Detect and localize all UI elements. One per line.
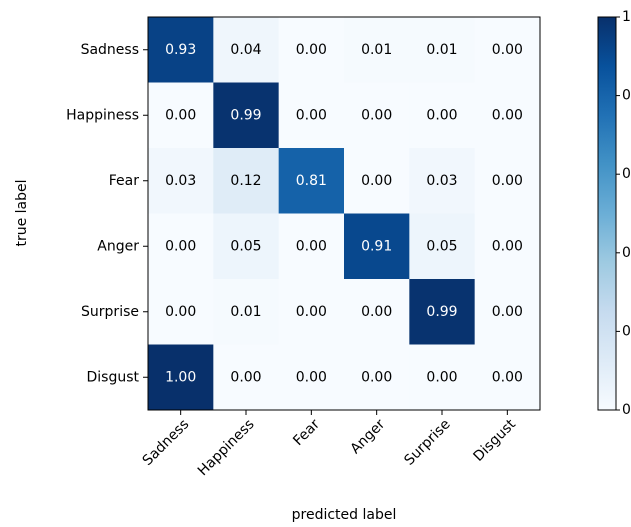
x-tick-label: Happiness — [195, 416, 258, 479]
cell-label: 0.03 — [165, 173, 196, 189]
cell — [148, 148, 214, 214]
cell-label: 0.00 — [165, 107, 196, 123]
cell-label: 0.00 — [426, 107, 457, 123]
cell — [213, 82, 280, 149]
cell-label: 0.05 — [426, 238, 457, 254]
cell-label: 0.00 — [230, 369, 261, 385]
cell — [213, 344, 280, 411]
cell-label: 0.00 — [296, 42, 327, 58]
x-axis-label: predicted label — [292, 507, 397, 523]
cell-label: 0.00 — [492, 304, 523, 320]
cell-label: 0.01 — [426, 42, 457, 58]
cell-label: 0.00 — [165, 238, 196, 254]
colorbar — [597, 16, 617, 411]
cell — [278, 344, 345, 411]
cell-label: 0.00 — [492, 369, 523, 385]
cell-label: 0.00 — [361, 369, 392, 385]
cell — [213, 279, 280, 345]
cell — [278, 279, 345, 345]
cell — [148, 213, 214, 280]
cell — [409, 82, 476, 149]
colorbar-tick-label: 0.8 — [622, 88, 631, 104]
cell-label: 0.01 — [230, 304, 261, 320]
y-tick-label: Fear — [109, 173, 139, 189]
cell-label: 0.00 — [492, 107, 523, 123]
cell — [344, 213, 410, 280]
cell-label: 0.04 — [230, 42, 261, 58]
cell-label: 0.03 — [426, 173, 457, 189]
colorbar-tick-label: 0.6 — [622, 166, 631, 182]
cell-label: 0.00 — [492, 173, 523, 189]
cell-label: 0.00 — [361, 107, 392, 123]
cell — [474, 148, 541, 214]
cell-label: 1.00 — [165, 369, 196, 385]
cell — [344, 344, 410, 411]
cell-label: 0.00 — [296, 304, 327, 320]
cell-label: 0.00 — [492, 42, 523, 58]
cell — [278, 148, 345, 214]
cell-label: 0.01 — [361, 42, 392, 58]
cell-label: 0.91 — [361, 238, 392, 254]
cell — [213, 148, 280, 214]
cell — [213, 213, 280, 280]
y-tick-label: Happiness — [66, 107, 139, 123]
y-tick-label: Disgust — [86, 369, 139, 385]
cell — [148, 279, 214, 345]
cell — [409, 17, 476, 83]
cell-label: 0.93 — [165, 42, 196, 58]
cell — [474, 213, 541, 280]
cell — [278, 17, 345, 83]
colorbar-tick-label: 0.0 — [622, 402, 631, 418]
cell-label: 0.99 — [230, 107, 261, 123]
colorbar-tick-label: 0.4 — [622, 245, 631, 261]
colorbar-tick-label: 1.0 — [622, 9, 631, 25]
cell — [344, 17, 410, 83]
cell — [409, 213, 476, 280]
cell-label: 0.99 — [426, 304, 457, 320]
cell — [213, 17, 280, 83]
cell-label: 0.00 — [296, 238, 327, 254]
x-tick-label: Fear — [290, 416, 323, 449]
cell — [148, 344, 214, 411]
y-tick-label: Anger — [97, 238, 139, 254]
cell — [344, 148, 410, 214]
cell — [278, 213, 345, 280]
y-tick-label: Surprise — [81, 304, 139, 320]
cell-label: 0.12 — [230, 173, 261, 189]
cell — [409, 148, 476, 214]
x-tick-label: Surprise — [401, 416, 453, 468]
x-tick-label: Disgust — [471, 416, 520, 465]
cell — [278, 82, 345, 149]
cell-label: 0.00 — [361, 173, 392, 189]
cell-label: 0.00 — [296, 107, 327, 123]
cell — [474, 17, 541, 83]
cell — [344, 279, 410, 345]
cell-label: 0.00 — [426, 369, 457, 385]
x-tick-label: Sadness — [140, 416, 193, 469]
frame — [147, 16, 541, 411]
cell-label: 0.81 — [296, 173, 327, 189]
cell — [474, 279, 541, 345]
y-tick-label: Sadness — [81, 42, 139, 58]
x-tick-label: Anger — [348, 416, 389, 457]
cell — [409, 344, 476, 411]
cell-label: 0.00 — [492, 238, 523, 254]
cell — [474, 82, 541, 149]
cell — [409, 279, 476, 345]
cell-label: 0.00 — [296, 369, 327, 385]
cell — [148, 17, 214, 83]
colorbar-tick-label: 0.2 — [622, 323, 631, 339]
cell-label: 0.00 — [165, 304, 196, 320]
y-axis-label: true label — [14, 179, 30, 246]
cell-label: 0.05 — [230, 238, 261, 254]
cell — [148, 82, 214, 149]
cell — [344, 82, 410, 149]
cell — [474, 344, 541, 411]
cell-label: 0.00 — [361, 304, 392, 320]
